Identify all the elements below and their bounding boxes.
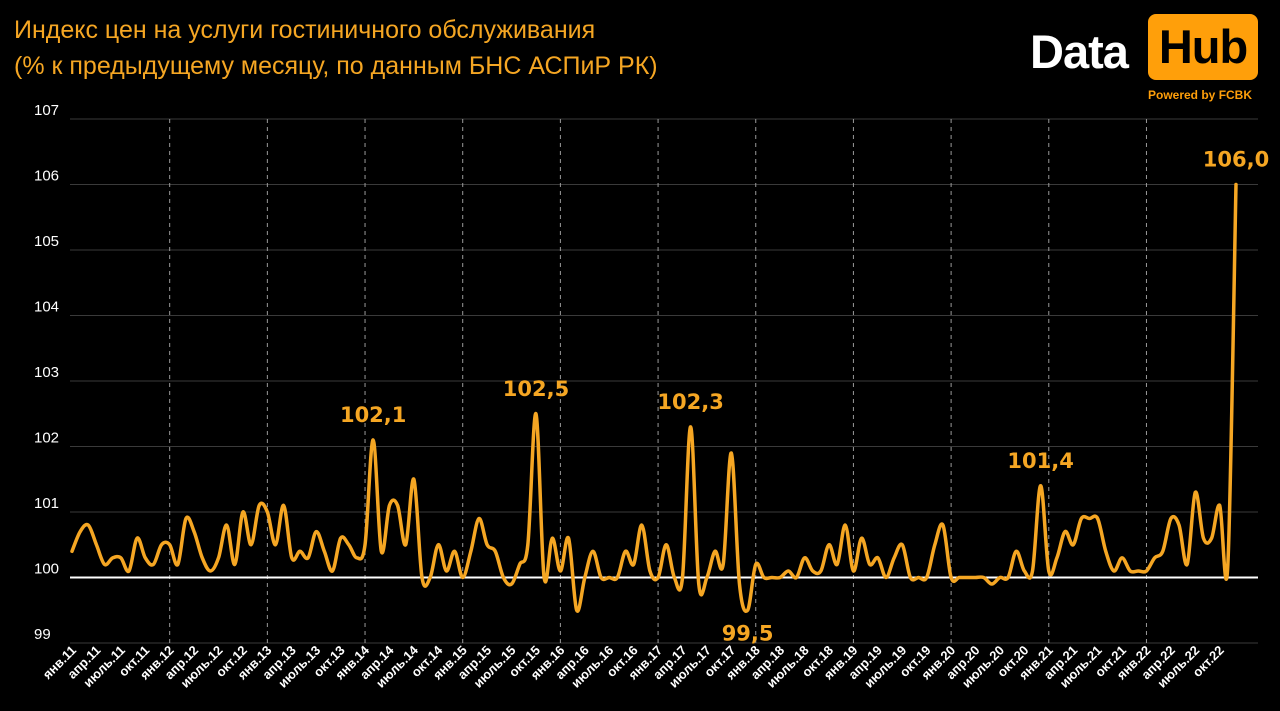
y-tick-label: 100: [34, 561, 59, 578]
logo-data-text: Data: [1030, 25, 1129, 78]
grid-layer: [70, 118, 1258, 644]
axis-layer: 99100101102103104105106107янв.11апр.11ию…: [34, 102, 1258, 691]
chart-title-line1: Индекс цен на услуги гостиничного обслуж…: [14, 16, 596, 44]
y-tick-label: 101: [34, 495, 59, 512]
y-tick-label: 107: [34, 102, 59, 119]
chart-title: Индекс цен на услуги гостиничного обслуж…: [14, 12, 658, 84]
logo-hub-text: Hub: [1148, 14, 1258, 80]
label-layer: 102,1 102,5 102,3 99,5 101,4 106,0: [340, 148, 1269, 646]
data-label: 101,4: [1007, 449, 1073, 473]
y-tick-label: 99: [34, 626, 51, 643]
datahub-logo: Data Hub Powered by FCBK: [1030, 14, 1262, 104]
chart-title-line2: (% к предыдущему месяцу, по данным БНС А…: [14, 52, 658, 80]
y-tick-label: 106: [34, 168, 59, 185]
series-line: [70, 182, 1238, 613]
data-label: 102,1: [340, 403, 406, 427]
data-label: 106,0: [1203, 148, 1269, 172]
y-tick-label: 102: [34, 430, 59, 447]
data-label: 99,5: [722, 621, 774, 645]
y-tick-label: 104: [34, 299, 59, 316]
logo-tagline: Powered by FCBK: [1148, 88, 1253, 102]
y-tick-label: 105: [34, 233, 59, 250]
y-tick-label: 103: [34, 364, 59, 381]
data-label: 102,3: [657, 390, 723, 414]
series-layer: [70, 182, 1238, 613]
data-label: 102,5: [503, 377, 569, 401]
